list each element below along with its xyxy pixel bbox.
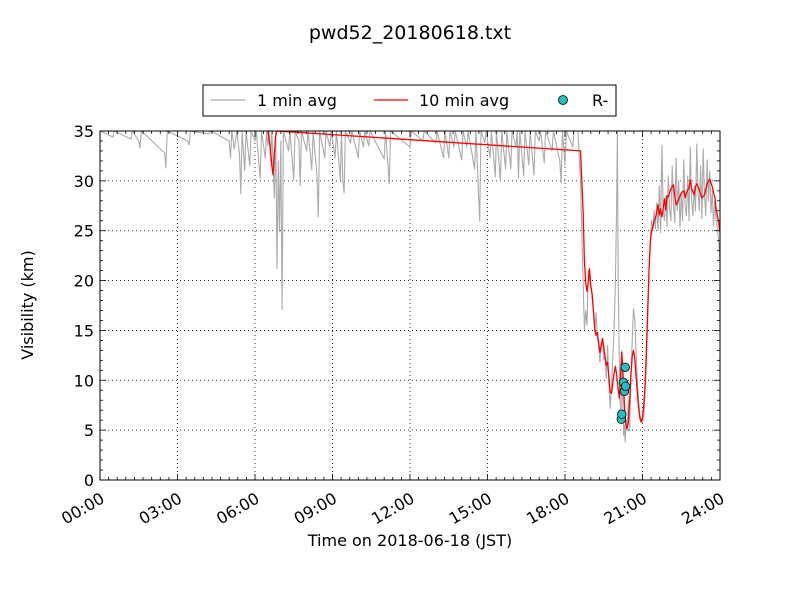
legend-marker-rain <box>558 95 568 105</box>
legend: 1 min avg 10 min avg R- <box>202 84 617 117</box>
x-tick-label: 00:00 <box>58 489 107 529</box>
x-tick-label: 15:00 <box>446 489 495 529</box>
y-tick-label: 0 <box>84 471 94 490</box>
legend-label-1min: 1 min avg <box>257 91 337 110</box>
legend-box <box>202 84 617 117</box>
x-tick-label: 18:00 <box>523 489 572 529</box>
legend-label-rain: R- <box>592 91 608 110</box>
y-tick-label: 5 <box>84 421 94 440</box>
y-tick-label: 30 <box>74 172 94 191</box>
rain-marker <box>617 409 627 419</box>
x-axis-label: Time on 2018-06-18 (JST) <box>307 531 512 550</box>
chart-title: pwd52_20180618.txt <box>309 22 511 44</box>
x-tick-label: 24:00 <box>678 489 727 529</box>
rain-marker <box>620 362 630 373</box>
x-tick-label: 03:00 <box>136 489 185 529</box>
x-tick-label: 12:00 <box>368 489 417 529</box>
x-tick-label: 09:00 <box>291 489 340 529</box>
series-1min-line <box>100 131 720 443</box>
series-10min-line <box>267 131 720 430</box>
y-tick-label: 10 <box>74 371 94 390</box>
legend-label-10min: 10 min avg <box>419 91 509 110</box>
y-tick-label: 35 <box>74 122 94 141</box>
y-tick-label: 15 <box>74 321 94 340</box>
x-tick-label: 21:00 <box>601 489 650 529</box>
y-tick-label: 20 <box>74 272 94 291</box>
y-tick-label: 25 <box>74 222 94 241</box>
y-axis-label: Visibility (km) <box>18 250 37 359</box>
rain-marker <box>621 381 631 392</box>
x-tick-label: 06:00 <box>213 489 262 529</box>
